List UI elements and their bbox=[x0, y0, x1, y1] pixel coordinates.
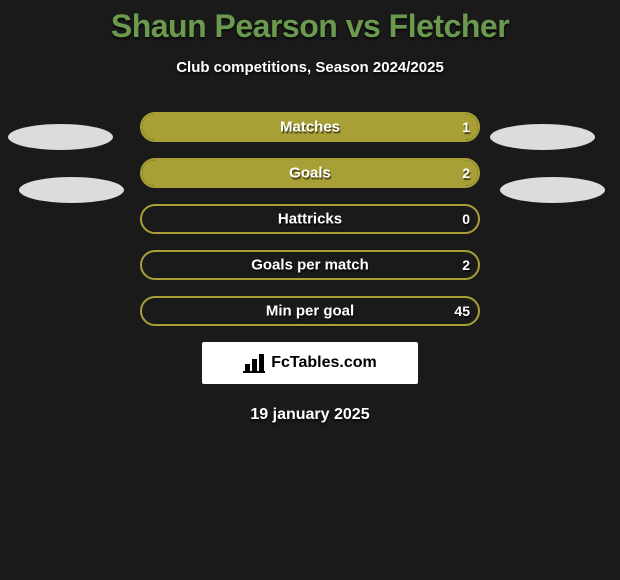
stat-value-right: 2 bbox=[462, 257, 470, 273]
stat-bar: Hattricks 0 bbox=[140, 204, 480, 234]
stat-label: Goals per match bbox=[251, 257, 369, 274]
stat-value-right: 2 bbox=[462, 165, 470, 181]
stat-bar: Matches 1 bbox=[140, 112, 480, 142]
stat-row: Min per goal 45 bbox=[70, 296, 550, 326]
stat-bar: Min per goal 45 bbox=[140, 296, 480, 326]
date-label: 19 january 2025 bbox=[0, 406, 620, 424]
stat-value-right: 0 bbox=[462, 211, 470, 227]
brand-badge[interactable]: FcTables.com bbox=[202, 342, 418, 384]
stat-value-right: 45 bbox=[454, 303, 470, 319]
stat-row: Goals 2 bbox=[70, 158, 550, 188]
stat-value-right: 1 bbox=[462, 119, 470, 135]
stat-label: Matches bbox=[280, 119, 340, 136]
comparison-card: Shaun Pearson vs Fletcher Club competiti… bbox=[0, 0, 620, 424]
stat-label: Goals bbox=[289, 165, 331, 182]
stat-bar: Goals per match 2 bbox=[140, 250, 480, 280]
stats-list: Matches 1 Goals 2 Hattricks 0 Goals per match 2… bbox=[70, 112, 550, 326]
brand-text: FcTables.com bbox=[271, 354, 377, 372]
player-ellipse-icon bbox=[490, 124, 595, 150]
stat-row: Goals per match 2 bbox=[70, 250, 550, 280]
subtitle: Club competitions, Season 2024/2025 bbox=[0, 59, 620, 76]
stat-row: Matches 1 bbox=[70, 112, 550, 142]
stat-label: Min per goal bbox=[266, 303, 354, 320]
page-title: Shaun Pearson vs Fletcher bbox=[0, 8, 620, 45]
stat-row: Hattricks 0 bbox=[70, 204, 550, 234]
player-ellipse-icon bbox=[8, 124, 113, 150]
bar-chart-icon bbox=[243, 353, 265, 373]
player-ellipse-icon bbox=[500, 177, 605, 203]
stat-label: Hattricks bbox=[278, 211, 342, 228]
stat-bar: Goals 2 bbox=[140, 158, 480, 188]
player-ellipse-icon bbox=[19, 177, 124, 203]
